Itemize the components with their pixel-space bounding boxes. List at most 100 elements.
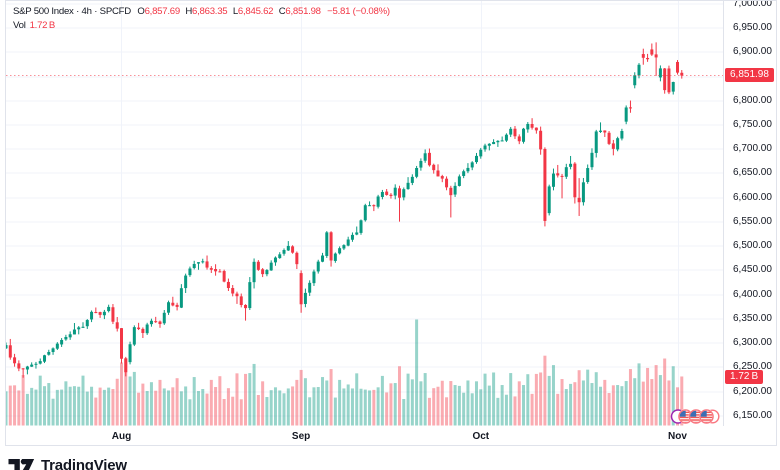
candle-body [372, 205, 376, 207]
candle-body [107, 306, 111, 312]
candle [492, 139, 496, 145]
candle-body [376, 196, 380, 207]
economic-event-flags[interactable] [670, 409, 720, 424]
candle-body [316, 261, 320, 272]
candle [235, 291, 239, 304]
volume-bar [355, 373, 359, 426]
candle [517, 134, 521, 145]
candle [184, 273, 188, 294]
price-pane-canvas[interactable] [0, 0, 780, 446]
candle-body [581, 182, 585, 203]
candle-body [385, 191, 389, 195]
candle-body [530, 124, 534, 128]
candle [196, 262, 200, 270]
candle [406, 177, 410, 190]
tradingview-logo[interactable]: TradingView [8, 457, 127, 470]
candle-body [616, 138, 620, 150]
volume-bar [474, 381, 478, 426]
candle [145, 322, 149, 335]
time-axis[interactable]: Aug Sep Oct Nov [0, 426, 780, 446]
candle-body [564, 167, 568, 177]
low-label: L [232, 6, 238, 17]
volume-bar [410, 379, 414, 426]
candle [641, 48, 645, 65]
candle [132, 325, 136, 347]
candle-body [188, 268, 192, 276]
candle [205, 255, 209, 270]
volume-bar [256, 395, 260, 426]
candle [376, 194, 380, 209]
candle-body [6, 345, 8, 349]
volume-bar [427, 397, 431, 426]
volume-bar [231, 396, 235, 426]
volume-bar [205, 393, 209, 426]
candle [77, 326, 81, 335]
candle-body [368, 205, 372, 207]
volume-bar [577, 370, 581, 426]
candle [624, 105, 628, 125]
volume-bar [376, 387, 380, 426]
candle-body [650, 49, 654, 55]
candle-body [278, 254, 282, 259]
us-flag-event-2[interactable] [688, 409, 704, 424]
candle [654, 42, 658, 76]
interval-label[interactable]: 4h [81, 6, 92, 17]
volume-bar [547, 375, 551, 426]
candle-body [13, 357, 17, 364]
symbol-title[interactable]: S&P 500 Index [13, 6, 74, 17]
volume-bar [120, 362, 123, 426]
volume-label[interactable]: Vol [13, 20, 26, 31]
candle [282, 248, 286, 256]
volume-bar [137, 392, 141, 426]
close-value: 6,851.98 [285, 6, 321, 17]
candle-body [64, 336, 68, 340]
volume-bar [607, 393, 611, 426]
candle [21, 368, 25, 378]
candle [398, 185, 401, 222]
candle [483, 143, 487, 152]
candle-body [55, 343, 59, 349]
volume-histogram [6, 319, 684, 426]
candle [8, 338, 12, 360]
volume-bar [295, 379, 299, 426]
volume-bar [620, 386, 624, 426]
price-axis[interactable]: 7,000.006,950.006,900.006,850.006,800.00… [723, 0, 776, 446]
price-axis-label: 6,500.00 [733, 240, 772, 252]
candle [415, 165, 419, 179]
volume-bar [299, 369, 303, 426]
candle [51, 347, 55, 355]
volume-bar [17, 390, 21, 426]
candle [449, 185, 453, 218]
volume-bar [111, 389, 115, 426]
volume-bar [291, 386, 295, 426]
candle [423, 149, 427, 163]
candle-body [286, 245, 290, 251]
volume-bar [329, 369, 333, 426]
candle-body [423, 153, 427, 161]
candle-body [628, 107, 632, 109]
candle [509, 126, 513, 138]
candle [64, 334, 68, 341]
candle [47, 349, 51, 356]
volume-bar [94, 397, 98, 426]
volume-bar [462, 392, 466, 426]
volume-bar [167, 390, 171, 426]
candle-body [492, 142, 496, 145]
candle-body [427, 152, 431, 166]
candle [445, 176, 449, 191]
us-flag-event-3[interactable] [699, 409, 714, 424]
volume-bar [248, 373, 252, 426]
open-value: 6,857.69 [144, 6, 181, 17]
volume-bar [188, 399, 192, 426]
volume-bar [13, 385, 17, 426]
volume-bar [517, 381, 521, 426]
exchange-label[interactable]: SPCFD [99, 6, 132, 17]
candle [650, 43, 654, 56]
volume-bar [586, 369, 590, 426]
volume-bar [534, 373, 538, 426]
candle-body [603, 130, 607, 133]
volume-bar [34, 389, 38, 426]
candle [141, 327, 145, 338]
candle-body [432, 164, 436, 171]
candle [128, 341, 132, 365]
